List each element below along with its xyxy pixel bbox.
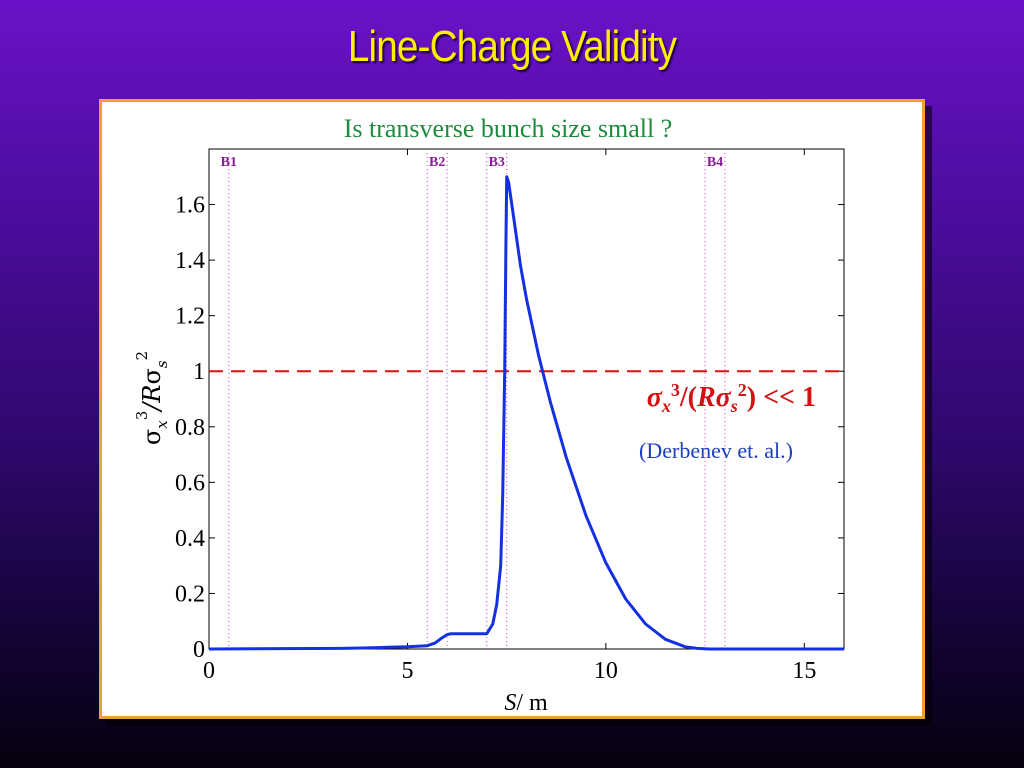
cond-sigma-x: σ [647, 382, 663, 413]
y-tick-label: 0 [193, 637, 205, 663]
y-label-sigma-s: σ [138, 368, 166, 384]
x-tick-label: 10 [594, 658, 618, 684]
slide-title: Line-Charge Validity [347, 22, 677, 71]
y-label-slash-r: /R [138, 385, 166, 413]
x-tick-label: 5 [401, 658, 413, 684]
axis-ticks: 0 5 10 15 0 0.2 0.4 0.6 0.8 1 1.2 1.4 1.6 [175, 149, 844, 684]
y-tick-label: 0.6 [175, 470, 205, 496]
cond-close: ) << 1 [747, 382, 816, 413]
bend-marker-label: B2 [429, 155, 445, 170]
y-tick-label: 1.4 [175, 248, 205, 274]
y-label-sub-x: x [153, 420, 171, 429]
y-tick-label: 1.2 [175, 304, 205, 330]
y-tick-label: 0.4 [175, 526, 205, 552]
series-group [208, 175, 844, 651]
cond-sup-2: 2 [738, 380, 747, 400]
citation-annotation: (Derbenev et. al.) [639, 438, 793, 463]
y-tick-label: 0.2 [175, 581, 205, 607]
x-tick-label: 15 [792, 658, 816, 684]
y-label-sub-s: s [153, 360, 171, 368]
x-label-unit: / m [516, 690, 548, 716]
cond-sigma-s: σ [716, 382, 732, 413]
plot-area [208, 148, 845, 650]
y-label-sigma-x: σ [138, 429, 166, 445]
chart-title: Is transverse bunch size small ? [344, 114, 673, 143]
y-tick-label: 1 [193, 359, 205, 385]
y-axis-label: σx3/Rσs2 [133, 351, 171, 445]
x-tick-label: 0 [203, 658, 215, 684]
cond-open-paren: /( [679, 382, 697, 413]
cond-sub-x: x [661, 396, 671, 416]
series-line [208, 175, 844, 651]
y-label-sup-3: 3 [133, 411, 151, 421]
y-label-sup-2: 2 [133, 351, 151, 361]
cond-r: R [696, 382, 716, 413]
y-tick-label: 0.8 [175, 415, 205, 441]
bend-marker-label: B3 [489, 155, 505, 170]
cond-sup-3: 3 [671, 380, 680, 400]
condition-annotation: σx3/(Rσs2) << 1 [647, 380, 816, 416]
cond-sub-s: s [730, 396, 738, 416]
bend-marker-label: B1 [221, 155, 237, 170]
x-axis-label: S/ m [504, 690, 548, 716]
bend-markers: B1 B2 B3 B4 [221, 149, 726, 649]
y-tick-label: 1.6 [175, 193, 205, 219]
x-label-var: S [504, 690, 516, 716]
plot-frame [208, 148, 845, 650]
bend-marker-label: B4 [707, 155, 723, 170]
